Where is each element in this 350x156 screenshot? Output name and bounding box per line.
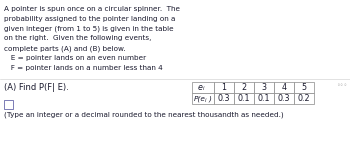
- Text: 2: 2: [241, 83, 246, 92]
- Text: 5: 5: [301, 83, 307, 92]
- Bar: [234, 82, 254, 93]
- Text: 0.3: 0.3: [218, 94, 230, 103]
- Text: P(e: P(e: [194, 95, 206, 102]
- Bar: [192, 82, 214, 93]
- Text: 0.1: 0.1: [258, 94, 270, 103]
- Bar: [274, 93, 294, 104]
- Text: 0.3: 0.3: [278, 94, 290, 103]
- Text: i: i: [203, 86, 205, 92]
- Text: complete parts (A) and (B) below.: complete parts (A) and (B) below.: [4, 45, 126, 52]
- Bar: [192, 93, 214, 104]
- Bar: [274, 82, 294, 93]
- Text: i: i: [205, 98, 206, 102]
- Text: E = pointer lands on an even number: E = pointer lands on an even number: [4, 55, 146, 61]
- Text: F = pointer lands on a number less than 4: F = pointer lands on a number less than …: [4, 65, 163, 71]
- Text: ◦◦◦: ◦◦◦: [336, 83, 348, 88]
- Text: 4: 4: [281, 83, 287, 92]
- Text: ): ): [208, 95, 211, 102]
- Bar: [294, 82, 314, 93]
- Text: given integer (from 1 to 5) is given in the table: given integer (from 1 to 5) is given in …: [4, 26, 174, 32]
- Text: (Type an integer or a decimal rounded to the nearest thousandth as needed.): (Type an integer or a decimal rounded to…: [4, 112, 284, 119]
- Text: on the right.  Given the following events,: on the right. Given the following events…: [4, 35, 151, 41]
- Bar: [234, 93, 254, 104]
- Bar: [214, 93, 234, 104]
- Text: (A) Find P(F| E).: (A) Find P(F| E).: [4, 83, 69, 92]
- Text: 0.1: 0.1: [238, 94, 250, 103]
- Bar: [294, 93, 314, 104]
- Text: e: e: [197, 83, 202, 92]
- Bar: [254, 82, 274, 93]
- Text: probability assigned to the pointer landing on a: probability assigned to the pointer land…: [4, 16, 175, 22]
- Bar: [214, 82, 234, 93]
- Bar: [4, 100, 13, 109]
- Text: 1: 1: [222, 83, 226, 92]
- Text: 3: 3: [261, 83, 266, 92]
- Text: A pointer is spun once on a circular spinner.  The: A pointer is spun once on a circular spi…: [4, 6, 180, 12]
- Bar: [254, 93, 274, 104]
- Text: 0.2: 0.2: [298, 94, 310, 103]
